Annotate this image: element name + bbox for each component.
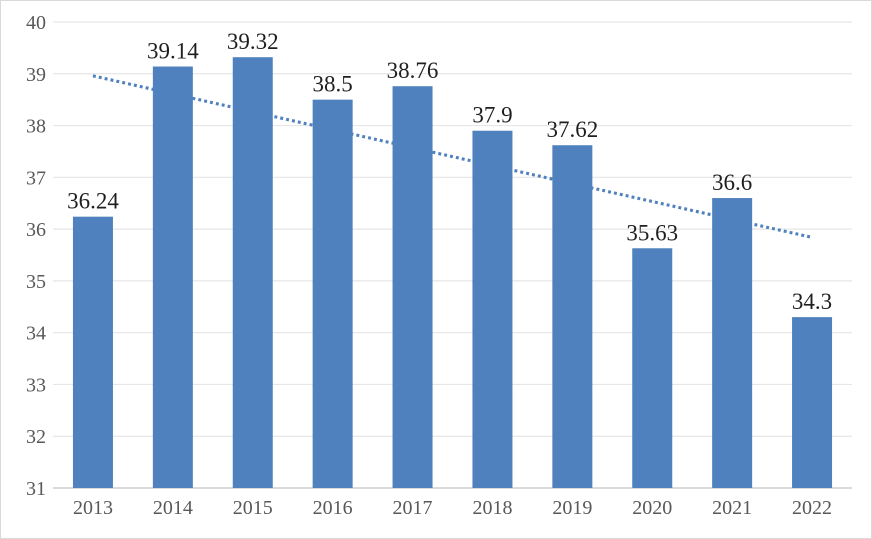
y-tick-label: 37: [26, 167, 46, 189]
bar: [792, 317, 833, 488]
x-tick-label: 2016: [313, 497, 353, 519]
bar-value-label: 36.6: [712, 170, 752, 195]
bar-value-label: 36.24: [67, 189, 119, 214]
y-tick-label: 38: [26, 116, 46, 138]
bar-value-label: 35.63: [626, 220, 678, 245]
bar-value-label: 39.14: [147, 39, 199, 64]
y-tick-label: 35: [26, 271, 46, 293]
bar-value-label: 37.9: [472, 103, 512, 128]
bar: [552, 145, 593, 488]
bar: [472, 130, 513, 488]
x-tick-label: 2015: [233, 497, 273, 519]
bar-value-label: 38.76: [387, 58, 439, 83]
bar: [312, 99, 353, 489]
bar-value-label: 38.5: [313, 72, 353, 97]
x-tick-label: 2019: [552, 497, 592, 519]
bar: [152, 66, 193, 488]
x-tick-label: 2020: [632, 497, 672, 519]
y-tick-label: 33: [26, 374, 46, 396]
y-tick-label: 32: [26, 426, 46, 448]
trendline: [92, 74, 813, 239]
bar: [712, 198, 753, 489]
bar: [392, 86, 433, 489]
x-tick-label: 2014: [153, 497, 193, 519]
bar: [72, 216, 113, 488]
bar-value-label: 39.32: [227, 29, 279, 54]
y-tick-label: 39: [26, 64, 46, 86]
y-tick-label: 36: [26, 219, 46, 241]
bar-value-label: 37.62: [546, 117, 598, 142]
y-tick-label: 40: [26, 12, 46, 34]
bar: [632, 248, 673, 488]
x-tick-label: 2017: [393, 497, 433, 519]
x-tick-label: 2021: [712, 497, 752, 519]
x-tick-label: 2013: [73, 497, 113, 519]
y-tick-label: 34: [26, 323, 46, 345]
bar-value-label: 34.3: [792, 289, 832, 314]
x-tick-label: 2022: [792, 497, 832, 519]
bar: [232, 57, 273, 488]
x-tick-label: 2018: [472, 497, 512, 519]
y-tick-label: 31: [26, 478, 46, 500]
